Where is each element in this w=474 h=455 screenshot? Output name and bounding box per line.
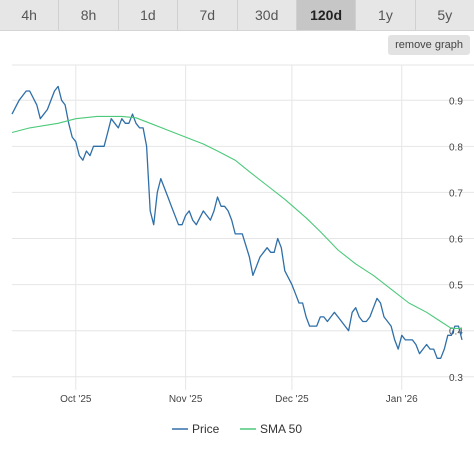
tab-1d[interactable]: 1d: [118, 0, 179, 30]
tab-7d[interactable]: 7d: [178, 0, 238, 30]
y-tick-label: 0.6: [449, 235, 463, 246]
y-tick-label: 0.9: [449, 96, 463, 107]
legend-label: SMA 50: [260, 422, 302, 436]
x-tick-label: Nov '25: [169, 394, 203, 405]
y-tick-label: 0.3: [449, 373, 463, 384]
tab-4h[interactable]: 4h: [0, 0, 60, 30]
time-range-tabs: 4h 8h 1d 7d 30d 120d 1y 5y: [0, 0, 474, 31]
tab-30d[interactable]: 30d: [237, 0, 297, 30]
remove-graph-button[interactable]: remove graph: [388, 35, 470, 55]
legend-label: Price: [192, 422, 220, 436]
y-tick-label: 0.5: [449, 281, 463, 292]
series-line-sma-50: [11, 115, 462, 329]
tab-5y[interactable]: 5y: [415, 0, 474, 30]
y-tick-label: 0.8: [449, 142, 463, 153]
y-tick-label: 0.7: [449, 188, 463, 199]
x-tick-label: Jan '26: [386, 394, 418, 405]
tab-120d[interactable]: 120d: [296, 0, 357, 30]
series-line-price: [11, 85, 463, 359]
x-tick-label: Dec '25: [275, 394, 309, 405]
price-chart: 0.9 0.8 0.7 0.6 0.5 0.4 0.3 Oct '25 Nov '25 Dec '…: [11, 64, 474, 436]
y-tick-label: 0.4: [449, 327, 463, 338]
x-tick-label: Oct '25: [60, 394, 92, 405]
tab-1y[interactable]: 1y: [356, 0, 416, 30]
tab-8h[interactable]: 8h: [59, 0, 119, 30]
